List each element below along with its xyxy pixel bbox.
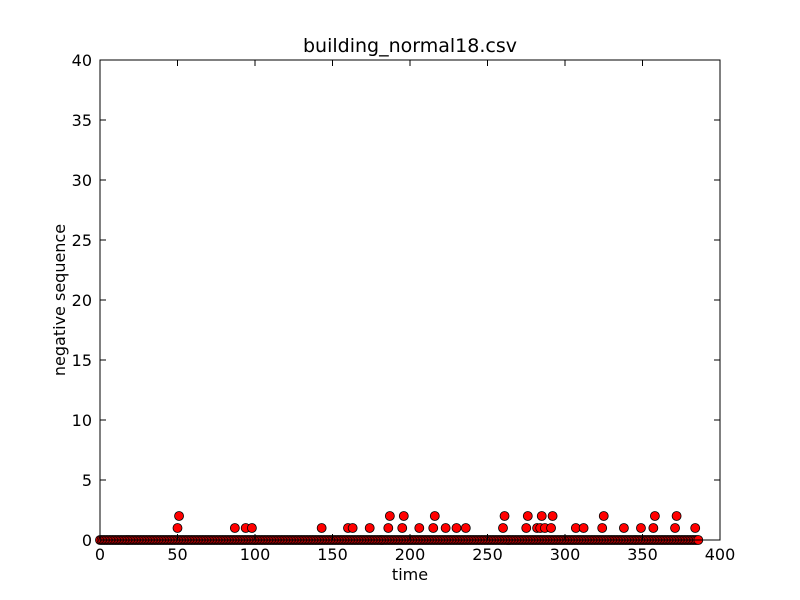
data-point: [384, 511, 395, 521]
y-tick-label: 5: [82, 471, 92, 490]
data-point: [172, 523, 183, 533]
y-axis-label: negative sequence: [50, 224, 69, 376]
y-tick-label: 30: [72, 171, 92, 190]
data-point: [499, 511, 510, 521]
y-tick-label: 10: [72, 411, 92, 430]
data-point: [597, 523, 608, 533]
data-point: [670, 523, 680, 533]
x-axis-label: time: [392, 565, 428, 584]
chart-title: building_normal18.csv: [303, 35, 517, 57]
y-tick-label: 35: [72, 111, 92, 130]
x-tick-label: 50: [167, 545, 187, 564]
data-point: [347, 523, 358, 533]
x-tick-label: 300: [550, 545, 581, 564]
data-point: [498, 523, 508, 533]
data-point: [522, 511, 533, 521]
y-tick-label: 40: [72, 51, 92, 70]
plot-area: 0 50 100 150 200 250 300 350 400 0 5 10 15 20 25 30 35 40: [72, 51, 736, 564]
data-point: [429, 511, 440, 521]
data-point: [578, 523, 589, 533]
data-point: [246, 523, 257, 533]
data-point: [316, 523, 327, 533]
data-point: [398, 511, 409, 521]
data-point: [440, 523, 451, 533]
y-tick-label: 25: [72, 231, 92, 250]
data-point: [174, 511, 184, 521]
data-point: [460, 523, 471, 533]
data-point: [451, 523, 462, 533]
data-point: [648, 523, 659, 533]
x-tick-label: 150: [317, 545, 348, 564]
data-point: [397, 523, 408, 533]
data-point: [547, 511, 558, 521]
data-point: [414, 523, 425, 533]
x-tick-label: 200: [395, 545, 426, 564]
data-point: [536, 511, 547, 521]
data-point: [598, 511, 609, 521]
data-point: [690, 523, 701, 533]
data-point: [521, 523, 532, 533]
data-point: [428, 523, 439, 533]
x-tick-label: 350: [627, 545, 658, 564]
y-tick-label: 15: [72, 351, 92, 370]
x-tick-label: 400: [705, 545, 736, 564]
data-point: [619, 523, 629, 533]
data-point: [383, 523, 394, 533]
data-point: [364, 523, 375, 533]
x-tick-label: 100: [240, 545, 271, 564]
data-point: [546, 523, 556, 533]
data-point: [650, 511, 660, 521]
x-tick-label: 0: [95, 545, 105, 564]
data-point: [671, 511, 682, 521]
data-point: [229, 523, 240, 533]
x-tick-label: 250: [472, 545, 503, 564]
data-point: [636, 523, 646, 533]
y-tick-label: 20: [72, 291, 92, 310]
y-tick-label: 0: [82, 531, 92, 550]
